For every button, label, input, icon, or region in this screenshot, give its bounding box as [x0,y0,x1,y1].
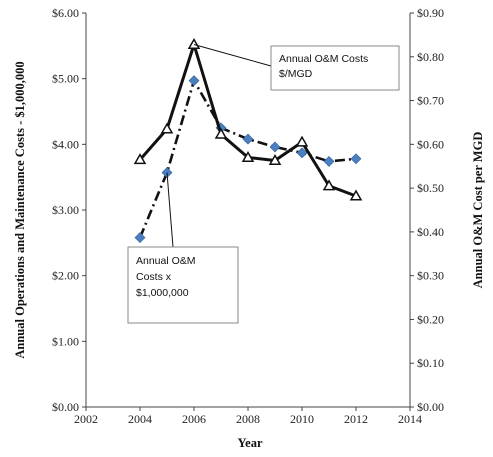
axes [82,12,414,411]
series-1-diamond-point [134,232,146,244]
series-2-triangle-point [133,153,147,165]
callouts: Annual O&M Costs $/MGD Annual O&M Costs x $1… [127,44,400,324]
callout-box [270,45,400,91]
series-2-triangle-point [187,38,201,50]
y-right-tick-label: $0.40 [417,225,444,239]
y-left-tick-label: $4.00 [52,137,79,151]
y-left-tick-label: $5.00 [52,72,79,86]
y-right-axis-title: Annual O&M Cost per MGD [471,132,485,289]
callout-leader-line [193,44,272,67]
callout-leader-line [166,172,174,248]
y-right-tick-label: $0.20 [417,312,444,326]
callout-label: Annual O&M Costs [279,53,368,65]
x-tick-label: 2008 [236,412,260,426]
series-1-diamond-point [323,155,335,167]
series-2-triangle-point [214,127,228,139]
tick-labels: 2002 2004 2006 2008 2010 2012 2014$0.00$1.00$2… [52,6,444,426]
series-2-triangle-point [322,179,336,191]
x-axis-title: Year [238,436,263,450]
series-2-triangle-point [268,154,282,166]
y-right-tick-label: $0.30 [417,269,444,283]
y-left-tick-label: $3.00 [52,203,79,217]
callout-label: $/MGD [279,68,313,80]
series-1-diamond-point [350,153,362,165]
series-1-diamond-point [188,75,200,87]
x-tick-label: 2002 [74,412,98,426]
y-left-tick-label: $6.00 [52,6,79,20]
callout-label: Annual O&M [136,255,196,267]
series-2-triangle-point [241,150,255,162]
callout-label: $1,000,000 [136,287,189,299]
y-left-axis-title: Annual Operations and Maintenance Costs … [13,61,27,358]
callout-box [127,246,239,324]
series-2-triangle-point [160,122,174,134]
series-layer [133,38,363,244]
callout-label: Costs x [136,271,172,283]
y-right-tick-label: $0.10 [417,356,444,370]
y-right-tick-label: $0.80 [417,50,444,64]
series-1-diamond-point [269,141,281,153]
x-tick-label: 2004 [128,412,152,426]
x-tick-label: 2006 [182,412,206,426]
series-1-diamond-point [242,133,254,145]
x-tick-label: 2010 [290,412,314,426]
y-right-tick-label: $0.60 [417,137,444,151]
y-left-tick-label: $1.00 [52,334,79,348]
y-right-tick-label: $0.70 [417,94,444,108]
y-left-tick-label: $0.00 [52,400,79,414]
series-2-triangle-point [295,135,309,147]
x-tick-label: 2012 [344,412,368,426]
x-tick-label: 2014 [398,412,422,426]
y-right-tick-label: $0.90 [417,6,444,20]
y-left-tick-label: $2.00 [52,269,79,283]
series-2-triangle-point [349,189,363,201]
series-1-diamond-point [296,147,308,159]
y-right-tick-label: $0.50 [417,181,444,195]
y-right-tick-label: $0.00 [417,400,444,414]
